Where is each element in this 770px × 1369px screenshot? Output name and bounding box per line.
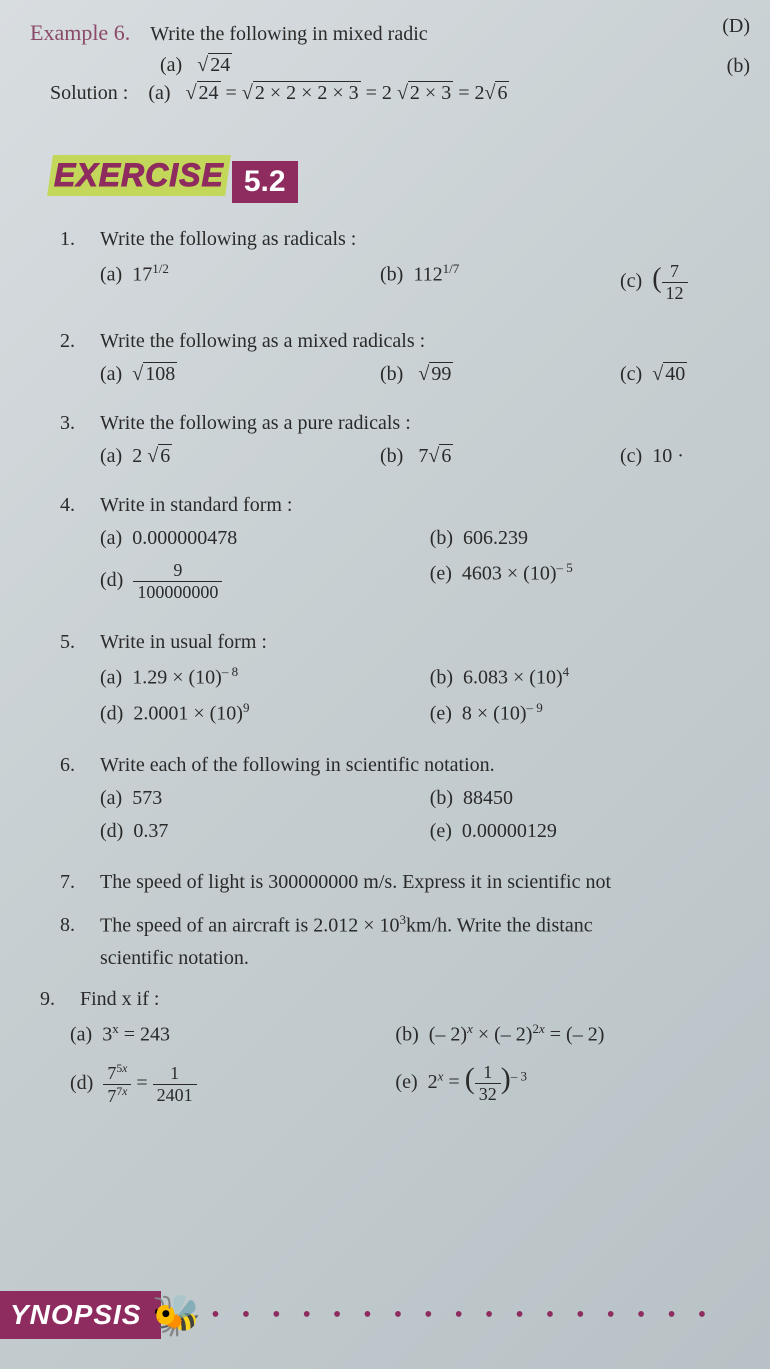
q1-text: Write the following as radicals : — [100, 228, 356, 251]
question-7: 7. The speed of light is 300000000 m/s. … — [60, 871, 740, 894]
q1-num: 1. — [60, 228, 85, 251]
question-4: 4. Write in standard form : (a) 0.000000… — [60, 494, 740, 613]
q9-text: Find x if : — [80, 988, 159, 1011]
q6-opt-a: (a) 573 — [100, 787, 430, 810]
right-label-b: (b) — [727, 55, 750, 78]
bee-icon: 🐝 — [151, 1292, 201, 1339]
example-header: Example 6. Write the following in mixed … — [30, 20, 740, 46]
q1-opt-a: (a) 171/2 — [100, 261, 380, 304]
q5-text: Write in usual form : — [100, 631, 267, 654]
q6-opt-e: (e) 0.00000129 — [430, 820, 740, 843]
q9-num: 9. — [40, 988, 65, 1011]
question-6: 6. Write each of the following in scient… — [60, 754, 740, 853]
q5-opt-a: (a) 1.29 × (10)– 8 — [100, 664, 430, 690]
q4-opt-d: (d) 9100000000 — [100, 560, 430, 603]
q2-opt-a: (a) 108 — [100, 363, 380, 386]
q6-text: Write each of the following in scientifi… — [100, 754, 495, 777]
q4-opt-a: (a) 0.000000478 — [100, 527, 430, 550]
q9-opt-d: (d) 75x77x = 12401 — [70, 1062, 395, 1107]
q9-opt-e: (e) 2x = (132)– 3 — [395, 1062, 740, 1105]
q8-text: The speed of an aircraft is 2.012 × 103k… — [100, 912, 593, 938]
q5-opt-d: (d) 2.0001 × (10)9 — [100, 700, 430, 726]
q1-opt-c: (c) (712 — [620, 261, 740, 304]
solution-math: (a) 24 = 2 × 2 × 2 × 3 = 2 2 × 3 = 26 — [148, 82, 509, 105]
q5-num: 5. — [60, 631, 85, 654]
q2-opt-c: (c) 40 — [620, 363, 740, 386]
top-right-d: (D) — [722, 15, 750, 38]
q3-opt-c: (c) 10 · — [620, 445, 740, 468]
q6-opt-b: (b) 88450 — [430, 787, 740, 810]
question-9: 9. Find x if : (a) 3x = 243 (d) 75x77x =… — [40, 988, 740, 1117]
q1-opt-b: (b) 1121/7 — [380, 261, 620, 304]
question-2: 2. Write the following as a mixed radica… — [60, 330, 740, 394]
synopsis-banner: YNOPSIS 🐝 • • • • • • • • • • • • • • • … — [0, 1291, 714, 1339]
q6-opt-d: (d) 0.37 — [100, 820, 430, 843]
q7-text: The speed of light is 300000000 m/s. Exp… — [100, 871, 611, 894]
question-3: 3. Write the following as a pure radical… — [60, 412, 740, 476]
q2-text: Write the following as a mixed radicals … — [100, 330, 425, 353]
q5-opt-e: (e) 8 × (10)– 9 — [430, 700, 740, 726]
q2-opt-b: (b) 99 — [380, 363, 620, 386]
solution-label: Solution : — [50, 82, 128, 105]
q4-num: 4. — [60, 494, 85, 517]
q9-opt-a: (a) 3x = 243 — [70, 1021, 395, 1047]
exercise-word: EXERCISE — [54, 157, 224, 194]
q8-line2: scientific notation. — [100, 947, 740, 970]
example-label: Example 6. — [30, 20, 130, 46]
synopsis-dots: • • • • • • • • • • • • • • • • • — [211, 1302, 714, 1329]
q9-opt-b: (b) (– 2)x × (– 2)2x = (– 2) — [395, 1021, 740, 1047]
q8-num: 8. — [60, 914, 85, 937]
question-8: 8. The speed of an aircraft is 2.012 × 1… — [60, 912, 740, 971]
q4-opt-b: (b) 606.239 — [430, 527, 740, 550]
q4-opt-e: (e) 4603 × (10)– 5 — [430, 560, 740, 586]
q7-num: 7. — [60, 871, 85, 894]
exercise-banner: EXERCISE 5.2 — [50, 155, 298, 203]
synopsis-text: YNOPSIS — [0, 1291, 161, 1339]
exercise-number: 5.2 — [232, 161, 298, 203]
q6-num: 6. — [60, 754, 85, 777]
q3-num: 3. — [60, 412, 85, 435]
solution-row: Solution : (a) 24 = 2 × 2 × 2 × 3 = 2 2 … — [30, 82, 740, 105]
question-1: 1. Write the following as radicals : (a)… — [60, 228, 740, 312]
q3-opt-b: (b) 76 — [380, 445, 620, 468]
question-5: 5. Write in usual form : (a) 1.29 × (10)… — [60, 631, 740, 735]
q2-num: 2. — [60, 330, 85, 353]
q4-text: Write in standard form : — [100, 494, 292, 517]
example-instruction: Write the following in mixed radic — [150, 23, 427, 46]
q3-text: Write the following as a pure radicals : — [100, 412, 411, 435]
q5-opt-b: (b) 6.083 × (10)4 — [430, 664, 740, 690]
example-item-a: (a) 24 — [160, 54, 740, 77]
q3-opt-a: (a) 2 6 — [100, 445, 380, 468]
